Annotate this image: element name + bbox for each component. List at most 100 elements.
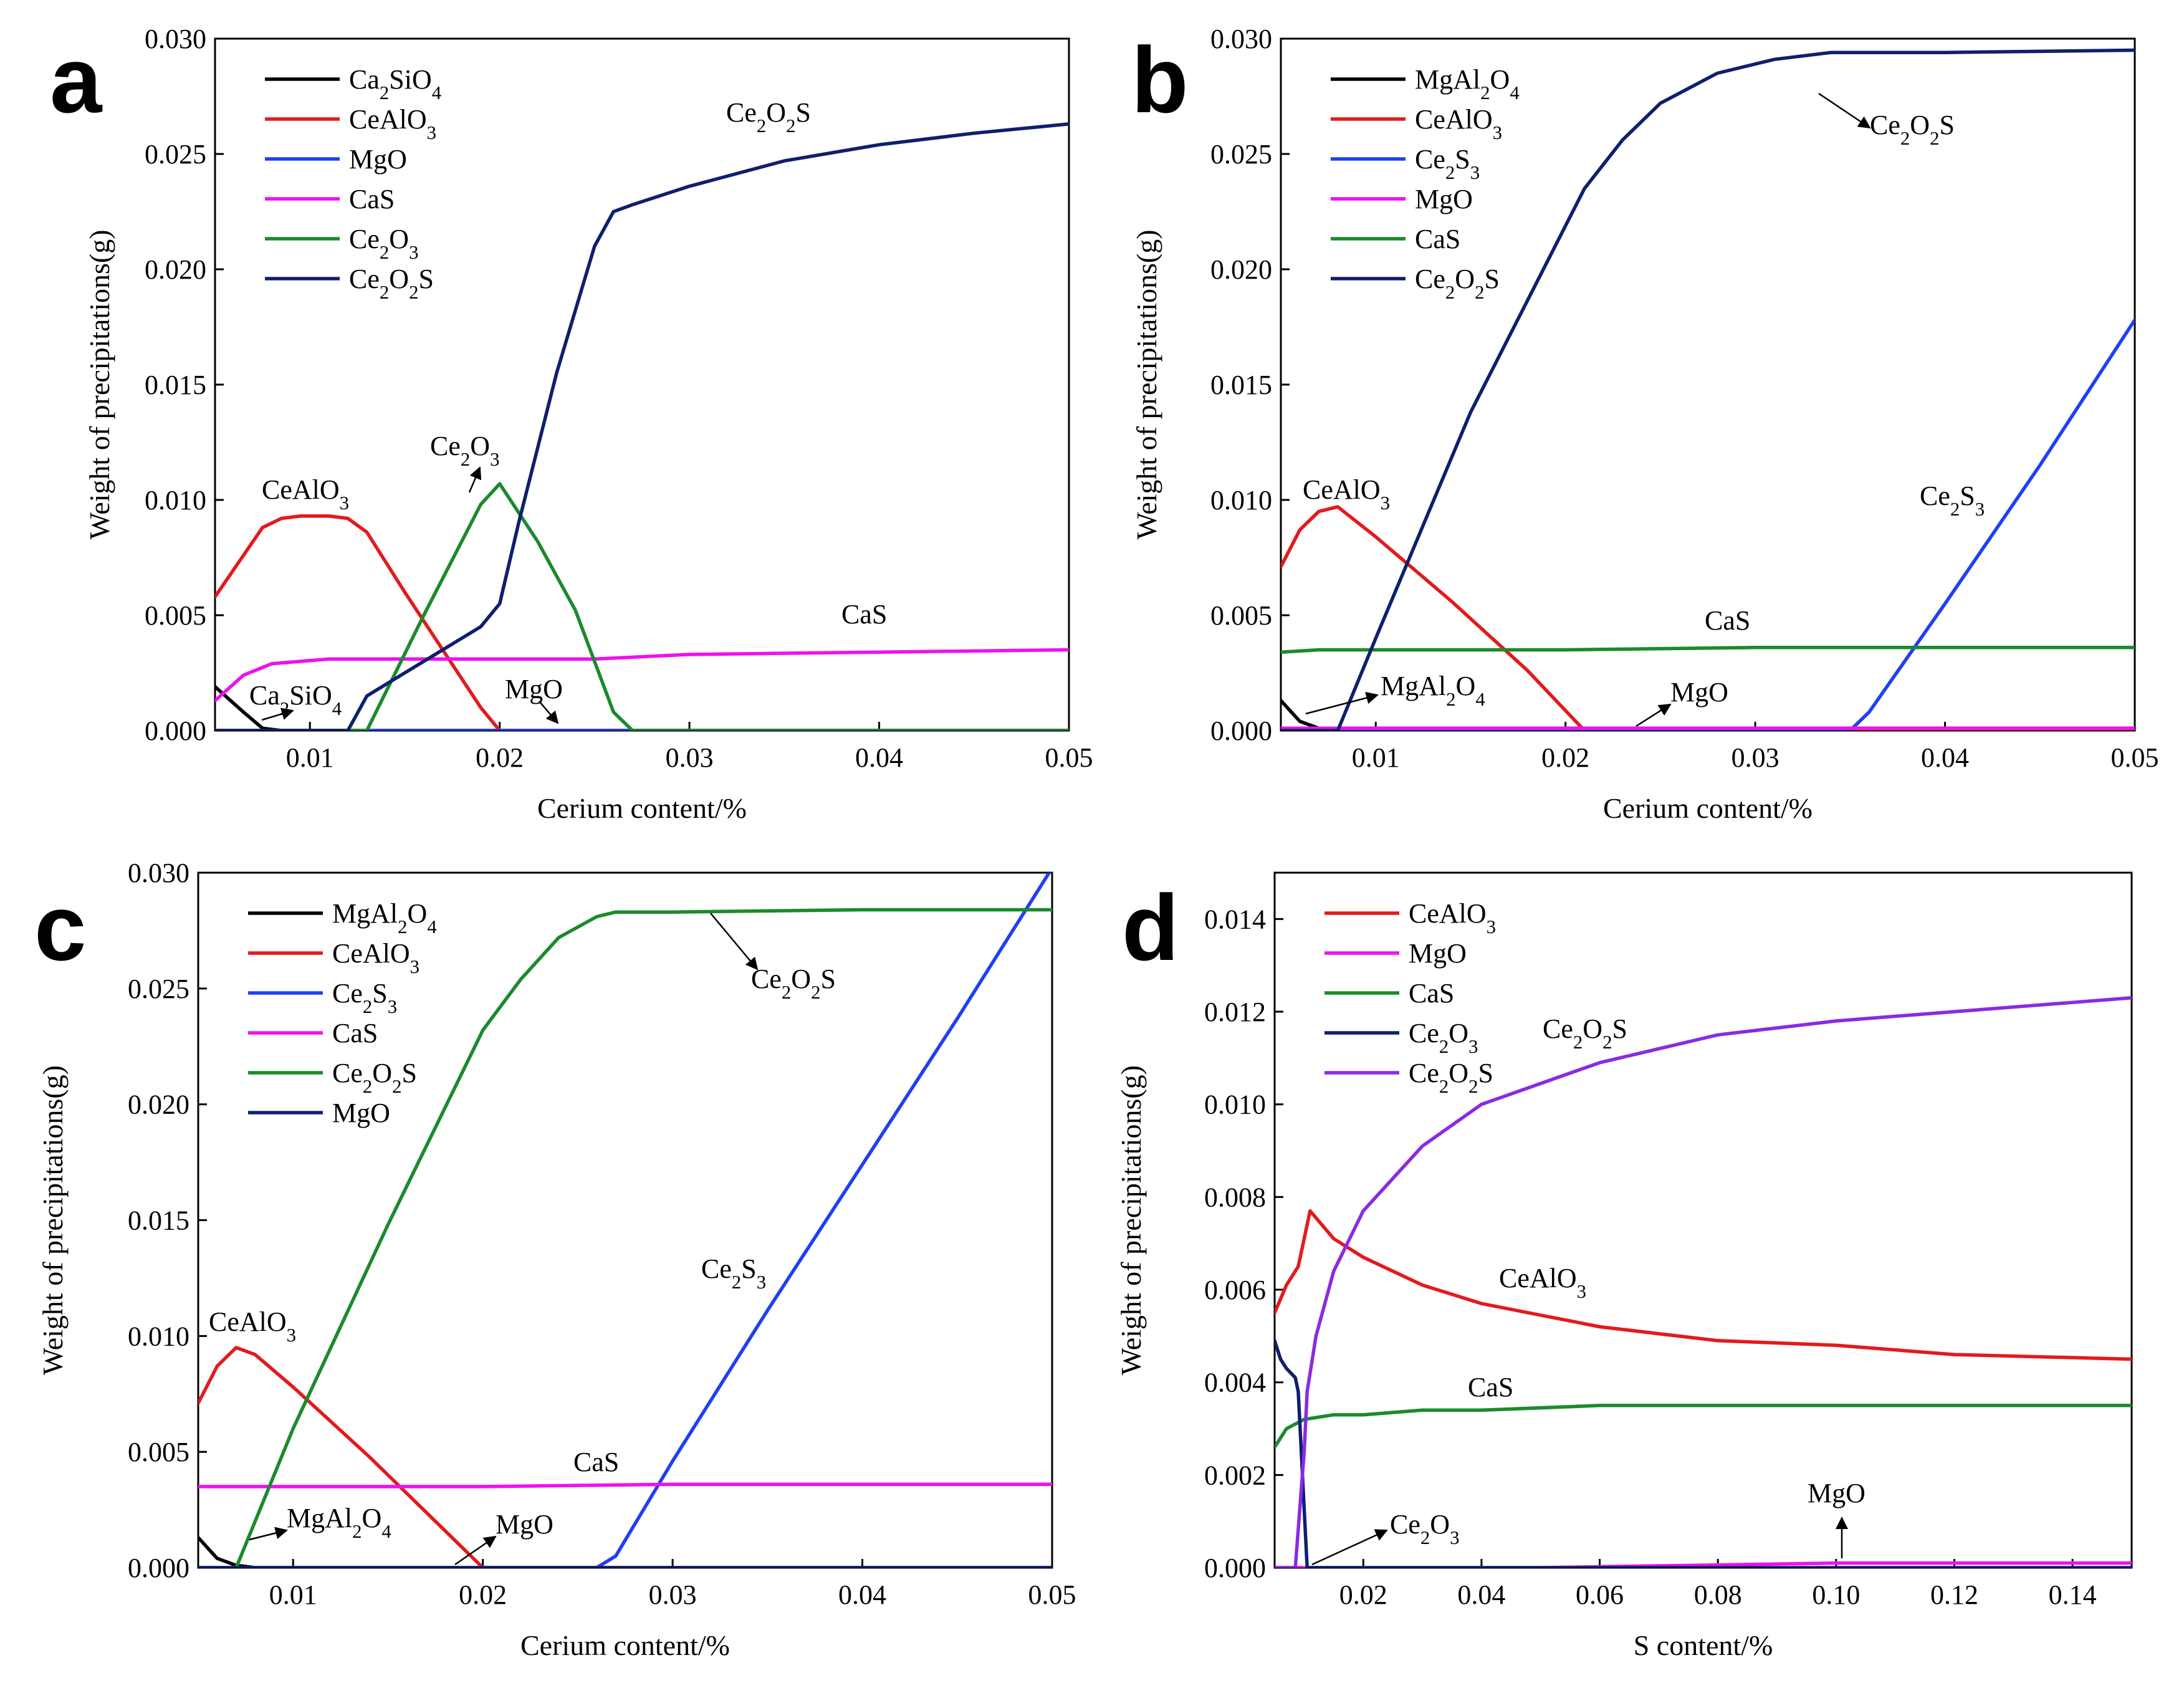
panel-letter-a: a	[50, 27, 103, 132]
curve-annotation: Ce2O2S	[751, 964, 836, 1003]
y-tick-label: 0.008	[1204, 1182, 1266, 1212]
chart-panel-c: c 0.000 0.005 0.010 0.015 0.020 0.025 0.030 0.01…	[34, 858, 1076, 1661]
x-axis-label: Cerium content/%	[520, 1629, 730, 1661]
y-tick-label: 0.005	[128, 1437, 189, 1467]
curve-annotation: CaS	[573, 1447, 619, 1477]
series-line-Ce2O2S	[198, 908, 1052, 1568]
x-tick-label: 0.04	[1457, 1580, 1505, 1610]
legend-label-Ce2O2S: Ce2O2S	[1415, 264, 1500, 303]
x-tick-label: 0.12	[1930, 1580, 1978, 1610]
legend-label-CeAlO3: CeAlO3	[332, 938, 419, 977]
chart-panel-a: a 0.000 0.005 0.010 0.015 0.020 0.025 0.030 0.01…	[50, 24, 1093, 824]
series-line-Ca2SiO4	[215, 684, 1069, 731]
series-line-CeAlO3	[1275, 1209, 2132, 1361]
x-tick-label: 0.08	[1694, 1580, 1742, 1610]
x-tick-label: 0.05	[1028, 1580, 1076, 1610]
curve-annotation: Ce2O2S	[1870, 110, 1955, 149]
y-tick-label: 0.005	[1210, 600, 1272, 631]
series-line-CeAlO3	[1281, 505, 2135, 731]
legend-label-Ce2O2S: Ce2O2S	[332, 1058, 417, 1097]
annotation-arrow	[454, 1535, 497, 1566]
y-tick-label: 0.000	[145, 716, 206, 746]
y-tick-label: 0.020	[128, 1090, 189, 1120]
series-line-Ce2O2S	[1275, 995, 2132, 1568]
y-axis-label: Weight of precipitations(g)	[84, 229, 115, 539]
y-tick-label: 0.020	[145, 254, 206, 285]
y-tick-label: 0.010	[1204, 1090, 1266, 1120]
legend-label-CaS: CaS	[332, 1018, 378, 1048]
legend-label-CaS: CaS	[1415, 224, 1460, 254]
x-tick-label: 0.03	[1731, 742, 1779, 773]
y-tick-label: 0.030	[145, 24, 206, 54]
curve-annotation: MgO	[505, 674, 563, 704]
panel-letter-b: b	[1131, 27, 1189, 132]
x-axis-label: Cerium content/%	[1603, 792, 1813, 824]
chart-panel-b: b 0.000 0.005 0.010 0.015 0.020 0.025 0.030 0.01…	[1131, 24, 2159, 824]
series-line-Ce2S3	[1281, 318, 2135, 731]
x-tick-label: 0.02	[1339, 1580, 1387, 1610]
x-tick-label: 0.02	[476, 742, 524, 773]
legend-label-MgO: MgO	[1415, 184, 1473, 214]
legend-label-MgO: MgO	[349, 144, 407, 175]
x-axis-label: Cerium content/%	[537, 792, 747, 824]
curve-annotation: Ce2O3	[430, 431, 499, 470]
curve-annotation: CaS	[841, 599, 887, 630]
y-axis-label: Weight of precipitations(g)	[1131, 229, 1162, 539]
curve-annotation: Ce2O3	[1390, 1509, 1459, 1548]
y-axis-label: Weight of precipitations(g)	[1115, 1065, 1147, 1375]
curve-annotation: MgO	[496, 1509, 553, 1540]
legend-label-Ce2S3: Ce2S3	[1415, 144, 1480, 183]
y-tick-label: 0.000	[128, 1553, 189, 1583]
curve-annotation: CeAlO3	[1499, 1263, 1586, 1302]
legend-label-Ce2O2S: Ce2O2S	[1409, 1058, 1493, 1097]
plot-frame	[1273, 871, 2133, 1569]
y-tick-label: 0.025	[145, 139, 206, 170]
x-tick-label: 0.04	[855, 742, 903, 773]
annotation-arrow	[468, 466, 482, 493]
legend-label-CeAlO3: CeAlO3	[1415, 104, 1502, 143]
legend-label-Ce2O3: Ce2O3	[349, 224, 418, 263]
series-line-CaS	[198, 1482, 1052, 1489]
legend-label-Ca2SiO4: Ca2SiO4	[349, 64, 441, 103]
legend-label-Ce2S3: Ce2S3	[332, 978, 397, 1017]
annotation-arrow	[1636, 703, 1672, 727]
plot-frame	[214, 37, 1070, 732]
annotation-arrow	[261, 707, 294, 721]
curve-annotation: MgAl2O4	[287, 1503, 391, 1542]
curve-annotation: Ce2O2S	[1543, 1014, 1627, 1053]
x-tick-label: 0.02	[1541, 742, 1589, 773]
x-tick-label: 0.05	[2111, 742, 2159, 773]
y-tick-label: 0.010	[1210, 485, 1272, 515]
y-tick-label: 0.002	[1204, 1460, 1266, 1490]
y-tick-label: 0.005	[145, 600, 206, 631]
y-tick-label: 0.015	[128, 1206, 189, 1236]
y-tick-label: 0.025	[128, 974, 189, 1004]
y-tick-label: 0.010	[128, 1321, 189, 1351]
x-tick-label: 0.03	[649, 1580, 697, 1610]
annotation-arrow	[1311, 1529, 1388, 1566]
y-tick-label: 0.020	[1210, 254, 1272, 285]
curve-annotation: Ce2O2S	[726, 97, 811, 137]
legend-label-MgAl2O4: MgAl2O4	[332, 898, 437, 937]
plot-frame	[197, 871, 1053, 1569]
y-tick-label: 0.010	[145, 485, 206, 515]
y-tick-label: 0.006	[1204, 1275, 1266, 1305]
legend-label-MgO: MgO	[1409, 938, 1467, 969]
series-line-CeAlO3	[198, 1346, 1052, 1568]
y-tick-label: 0.025	[1210, 139, 1272, 170]
y-tick-label: 0.030	[1210, 24, 1272, 54]
y-tick-label: 0.000	[1204, 1553, 1266, 1583]
annotation-arrow	[1305, 691, 1379, 715]
panel-letter-c: c	[34, 875, 86, 980]
x-tick-label: 0.05	[1045, 742, 1093, 773]
x-tick-label: 0.04	[838, 1580, 886, 1610]
curve-annotation: MgO	[1808, 1478, 1866, 1508]
legend-label-CaS: CaS	[349, 184, 395, 214]
y-tick-label: 0.030	[128, 858, 189, 888]
x-tick-label: 0.01	[286, 742, 334, 773]
series-line-MgO	[1275, 1561, 2132, 1568]
curve-annotation: MgAl2O4	[1381, 671, 1485, 710]
x-tick-label: 0.03	[666, 742, 714, 773]
curve-annotation: CeAlO3	[209, 1307, 296, 1346]
y-tick-label: 0.004	[1204, 1368, 1266, 1398]
